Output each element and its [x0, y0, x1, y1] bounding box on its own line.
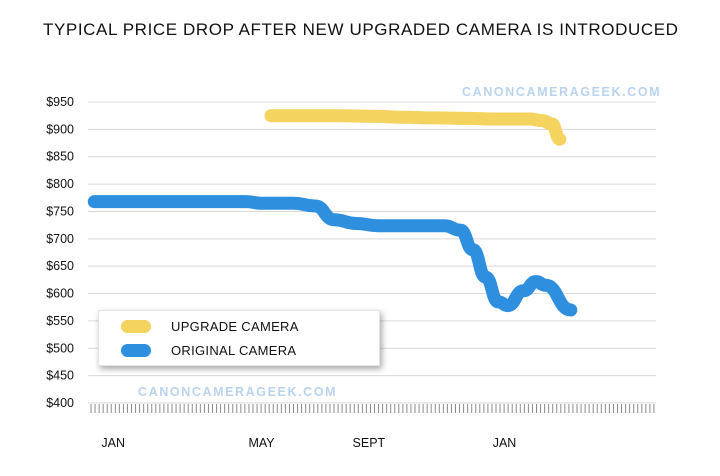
data-point: [245, 201, 247, 203]
data-point: [472, 249, 474, 251]
y-tick-label: $950: [46, 95, 74, 109]
series-original: [87, 195, 578, 317]
y-tick-label: $700: [46, 232, 74, 246]
x-tick-label: MAY: [248, 436, 275, 450]
data-point: [497, 301, 499, 303]
data-point: [535, 281, 537, 283]
data-point: [93, 201, 95, 203]
legend-label-upgrade: UPGRADE CAMERA: [171, 319, 299, 334]
data-point: [339, 115, 341, 117]
data-point: [444, 225, 446, 227]
data-point: [551, 123, 553, 125]
data-point: [150, 201, 152, 203]
y-tick-label: $450: [46, 369, 74, 383]
watermark-bottom: CANONCAMERAGEEK.COM: [138, 385, 337, 399]
data-point: [261, 202, 263, 204]
data-point: [485, 276, 487, 278]
data-point: [459, 229, 461, 231]
y-tick-label: $850: [46, 150, 74, 164]
x-tick-label: JAN: [493, 436, 517, 450]
chart-title: TYPICAL PRICE DROP AFTER NEW UPGRADED CA…: [43, 20, 679, 39]
series-line: [264, 109, 567, 146]
data-point: [559, 138, 561, 140]
y-tick-label: $900: [46, 122, 74, 136]
x-tick-label: SEPT: [353, 436, 386, 450]
series-upgrade: [264, 109, 567, 146]
legend-swatch-original: [121, 344, 151, 357]
data-point: [497, 118, 499, 120]
y-tick-label: $650: [46, 259, 74, 273]
series-lines: [87, 109, 578, 317]
data-point: [412, 225, 414, 227]
data-point: [403, 116, 405, 118]
legend: UPGRADE CAMERA ORIGINAL CAMERA: [98, 310, 380, 366]
data-point: [466, 117, 468, 119]
data-point: [355, 222, 357, 224]
legend-label-original: ORIGINAL CAMERA: [171, 343, 297, 358]
data-point: [522, 290, 524, 292]
legend-item-upgrade: UPGRADE CAMERA: [121, 319, 299, 334]
y-tick-label: $800: [46, 177, 74, 191]
data-point: [371, 115, 373, 117]
x-axis-labels: JAN MAY SEPT JAN: [101, 436, 516, 450]
data-point: [292, 202, 294, 204]
data-point: [333, 219, 335, 221]
legend-item-original: ORIGINAL CAMERA: [121, 343, 296, 358]
y-tick-label: $500: [46, 341, 74, 355]
data-point: [541, 120, 543, 122]
y-tick-label: $750: [46, 204, 74, 218]
x-minor-ticks: [90, 404, 655, 413]
data-point: [377, 225, 379, 227]
data-point: [270, 115, 272, 117]
legend-swatch-upgrade: [121, 320, 151, 333]
data-point: [434, 117, 436, 119]
watermark-top: CANONCAMERAGEEK.COM: [462, 85, 661, 99]
y-tick-label: $400: [46, 396, 74, 410]
y-tick-label: $550: [46, 314, 74, 328]
y-axis-labels: $400 $450 $500 $550 $600 $650 $700 $750 $800 $850…: [46, 95, 74, 410]
data-point: [545, 284, 547, 286]
data-point: [507, 305, 509, 307]
data-point: [570, 309, 572, 311]
x-tick-label: JAN: [101, 436, 125, 450]
y-tick-label: $600: [46, 287, 74, 301]
data-point: [308, 115, 310, 117]
data-point: [529, 118, 531, 120]
data-point: [314, 205, 316, 207]
data-point: [213, 201, 215, 203]
